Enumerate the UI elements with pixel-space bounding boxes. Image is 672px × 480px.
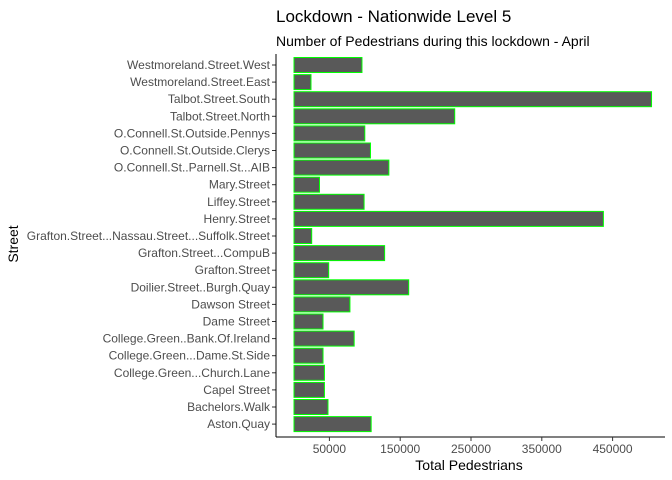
- bar: [293, 364, 325, 381]
- y-tick-label: Doilier.Street..Burgh.Quay: [131, 280, 270, 294]
- chart-title: Lockdown - Nationwide Level 5: [276, 7, 511, 26]
- y-tick-label: Westmoreland.Street.East: [130, 75, 271, 89]
- x-tick-label: 150000: [380, 442, 420, 456]
- bar: [293, 330, 355, 347]
- bar: [293, 210, 604, 227]
- chart-subtitle: Number of Pedestrians during this lockdo…: [276, 33, 590, 49]
- y-tick-label: Aston.Quay: [207, 417, 270, 431]
- y-tick-label: Dawson Street: [191, 297, 270, 311]
- y-tick-label: Grafton.Street: [195, 263, 271, 277]
- bar: [293, 262, 330, 279]
- y-tick-label: Talbot.Street.South: [168, 92, 270, 106]
- x-ticks: 50000 150000 250000 350000 450000: [275, 54, 665, 456]
- bar: [293, 74, 312, 91]
- bar: [293, 279, 410, 296]
- bar: [293, 347, 324, 364]
- y-tick-label: College.Green..Bank.Of.Ireland: [103, 332, 270, 346]
- y-tick-label: Henry.Street: [204, 212, 271, 226]
- x-axis-title: Total Pedestrians: [415, 457, 522, 473]
- y-tick-labels: Westmoreland.Street.West Westmoreland.Str…: [27, 58, 276, 431]
- y-axis-title: Street: [5, 225, 21, 262]
- bar: [293, 416, 372, 433]
- y-tick-label: Liffey.Street: [207, 195, 271, 209]
- y-tick-label: College.Green...Church.Lane: [114, 366, 270, 380]
- bar: [293, 193, 365, 210]
- bar: [293, 108, 456, 125]
- bar: [293, 381, 325, 398]
- bar: [293, 296, 351, 313]
- y-tick-label: Dame Street: [203, 315, 271, 329]
- x-tick-label: 450000: [593, 442, 633, 456]
- y-tick-label: College.Green...Dame.St.Side: [109, 349, 271, 363]
- y-tick-label: Bachelors.Walk: [187, 400, 271, 414]
- y-tick-label: Talbot.Street.North: [170, 109, 270, 123]
- x-tick-label: 250000: [451, 442, 491, 456]
- bar: [293, 142, 371, 159]
- bar: [293, 313, 324, 330]
- bar: [293, 228, 313, 244]
- y-tick-label: Grafton.Street...CompuB: [138, 246, 270, 260]
- bar: [293, 399, 329, 415]
- bar: [293, 91, 653, 108]
- bar: [293, 125, 366, 142]
- y-tick-label: Westmoreland.Street.West: [127, 58, 271, 72]
- y-tick-label: O.Connell.St..Parnell.St...AIB: [114, 161, 270, 175]
- y-tick-label: Capel Street: [203, 383, 270, 397]
- x-tick-label: 350000: [522, 442, 562, 456]
- y-tick-label: O.Connell.St.Outside.Pennys: [114, 126, 270, 140]
- bar: [293, 245, 386, 262]
- bar: [293, 176, 320, 193]
- y-tick-label: Mary.Street: [209, 178, 271, 192]
- bar: [293, 159, 390, 176]
- bar: [293, 57, 363, 73]
- bars-group: [293, 57, 653, 433]
- y-tick-label: Grafton.Street...Nassau.Street...Suffolk…: [27, 229, 271, 243]
- y-tick-label: O.Connell.St.Outside.Clerys: [120, 144, 270, 158]
- x-tick-label: 50000: [313, 442, 347, 456]
